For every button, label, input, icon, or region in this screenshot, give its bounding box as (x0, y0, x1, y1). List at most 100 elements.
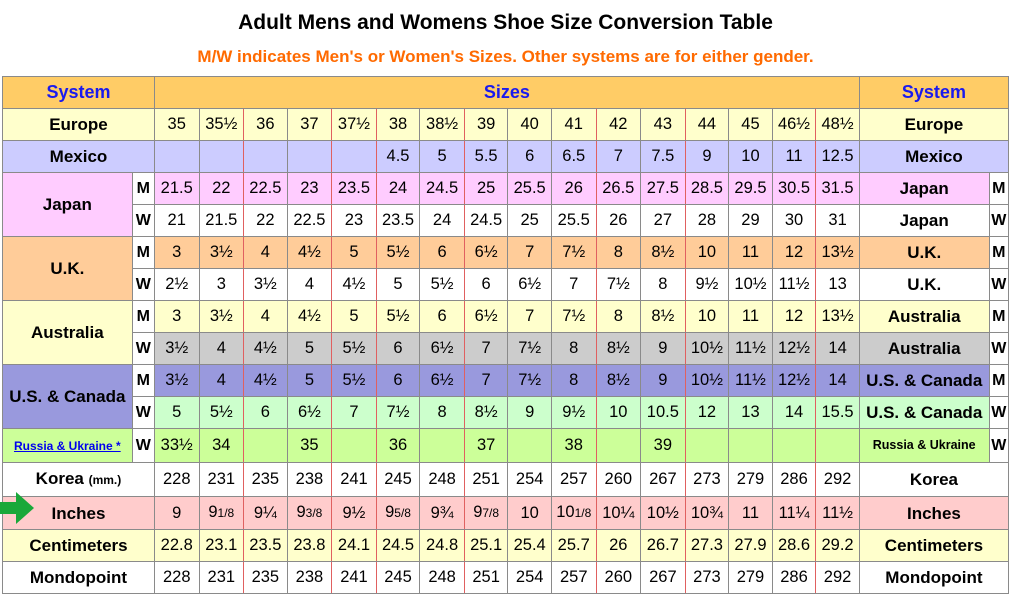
size-cell: 238 (286, 561, 333, 594)
size-cell: 24.5 (463, 204, 509, 237)
size-cell: 3½ (153, 332, 200, 365)
size-cell: 8½ (595, 364, 642, 397)
system-label-left: U.S. & Canada (2, 364, 133, 429)
table-row: Mexico 4.5 5 5.5 6 6.5 7 7.5 9 10 11 12.5 Mexico (2, 140, 1010, 173)
size-cell: 9 (640, 332, 686, 365)
size-cell: 7.5 (640, 140, 686, 173)
size-cell (728, 428, 773, 463)
size-cell: 7 (550, 268, 597, 301)
size-cell: 6 (375, 364, 421, 397)
size-cell: 38½ (419, 108, 465, 141)
page-subtitle: M/W indicates Men's or Women's Sizes. Ot… (197, 47, 814, 66)
size-cell: 5½ (331, 332, 377, 365)
size-cell: 23.5 (375, 204, 421, 237)
size-cell: 93/8 (286, 496, 333, 530)
size-cell: 26.5 (595, 172, 642, 205)
system-label-right: Australia (858, 300, 990, 333)
size-cell: 248 (419, 462, 465, 497)
size-cell (419, 428, 465, 463)
size-cell: 42 (595, 108, 642, 141)
size-cell: 4½ (331, 268, 377, 301)
size-cell: 5.5 (463, 140, 509, 173)
size-cell: 9 (153, 496, 200, 530)
size-cell: 267 (640, 462, 686, 497)
gender-marker-right: M (988, 172, 1010, 205)
size-cell: 5½ (419, 268, 465, 301)
size-cell: 10.5 (640, 396, 686, 429)
size-cell: 241 (331, 561, 377, 594)
size-cell: 3½ (243, 268, 288, 301)
size-cell: 6½ (419, 364, 465, 397)
size-cell (243, 428, 288, 463)
gender-marker: W (131, 204, 155, 237)
system-label-left: Korea (mm.) (2, 462, 155, 497)
system-label-right: Mondopoint (858, 561, 1010, 594)
size-cell: 29 (728, 204, 773, 237)
size-cell: 30 (771, 204, 817, 237)
size-cell: 8½ (463, 396, 509, 429)
system-label-left: Russia & Ukraine * (2, 428, 133, 463)
size-cell: 273 (684, 462, 730, 497)
russia-ukraine-link[interactable]: Russia & Ukraine * (13, 439, 121, 453)
system-label-text: U.S. & Canada (9, 387, 126, 406)
size-cell: 10 (507, 496, 552, 530)
system-label-left: Mexico (2, 140, 155, 173)
size-cell: 7 (463, 332, 509, 365)
page-title: Adult Mens and Womens Shoe Size Conversi… (238, 11, 773, 34)
size-cell: 24 (375, 172, 421, 205)
size-cell: 5½ (331, 364, 377, 397)
size-cell: 231 (198, 462, 245, 497)
size-cell: 25.5 (507, 172, 552, 205)
size-cell: 27.5 (640, 172, 686, 205)
size-cell: 7 (507, 300, 552, 333)
gender-marker: M (131, 236, 155, 269)
size-cell: 25.7 (550, 529, 597, 562)
size-cell: 228 (153, 462, 200, 497)
size-cell: 22 (243, 204, 288, 237)
size-cell: 8 (595, 236, 642, 269)
system-label-left: Europe (2, 108, 155, 141)
right-arrow-icon (0, 492, 34, 524)
size-cell: 11½ (728, 364, 773, 397)
size-fraction: 1/8 (217, 506, 235, 520)
size-cell: 6 (243, 396, 288, 429)
system-label-left: Australia (2, 300, 133, 365)
size-integer: 9 (473, 503, 483, 521)
table-header-row: System Sizes System (2, 76, 1010, 109)
size-cell: 13 (728, 396, 773, 429)
system-label-right: Inches (858, 496, 1010, 530)
size-cell: 23.8 (286, 529, 333, 562)
size-cell: 11½ (815, 496, 860, 530)
size-cell: 28 (684, 204, 730, 237)
table-row: Japan M 21.5 22 22.5 23 23.5 24 24.5 25 25.5 26 26.5… (2, 172, 1010, 237)
size-cell: 13½ (815, 300, 860, 333)
size-cell: 8 (419, 396, 465, 429)
table-row: Mondopoint 228 231 235 238 241 245 248 251 254 257… (2, 561, 1010, 594)
size-cell: 27.3 (684, 529, 730, 562)
gender-marker: W (131, 268, 155, 301)
size-cell: 4 (286, 268, 333, 301)
size-cell: 248 (419, 561, 465, 594)
system-label-text: Inches (51, 503, 106, 523)
size-cell: 11 (771, 140, 817, 173)
size-cell: 22.5 (286, 204, 333, 237)
gender-marker: M (131, 300, 155, 333)
size-cell: 5 (419, 140, 465, 173)
size-cell: 26 (595, 529, 642, 562)
size-cell: 25.5 (550, 204, 597, 237)
size-cell: 9 (684, 140, 730, 173)
gender-marker-right: W (988, 428, 1010, 463)
size-cell: 286 (771, 561, 817, 594)
size-cell: 6 (419, 236, 465, 269)
size-cell: 39 (640, 428, 686, 463)
gender-marker: M (131, 364, 155, 397)
size-cell: 279 (728, 462, 773, 497)
size-cell: 27 (640, 204, 686, 237)
size-cell: 292 (815, 462, 860, 497)
size-cell: 23 (331, 204, 377, 237)
size-cell: 6 (375, 332, 421, 365)
size-cell: 34 (198, 428, 245, 463)
size-cell: 11 (728, 300, 773, 333)
size-cell: 4½ (286, 300, 333, 333)
system-label-right: Australia (858, 332, 990, 365)
